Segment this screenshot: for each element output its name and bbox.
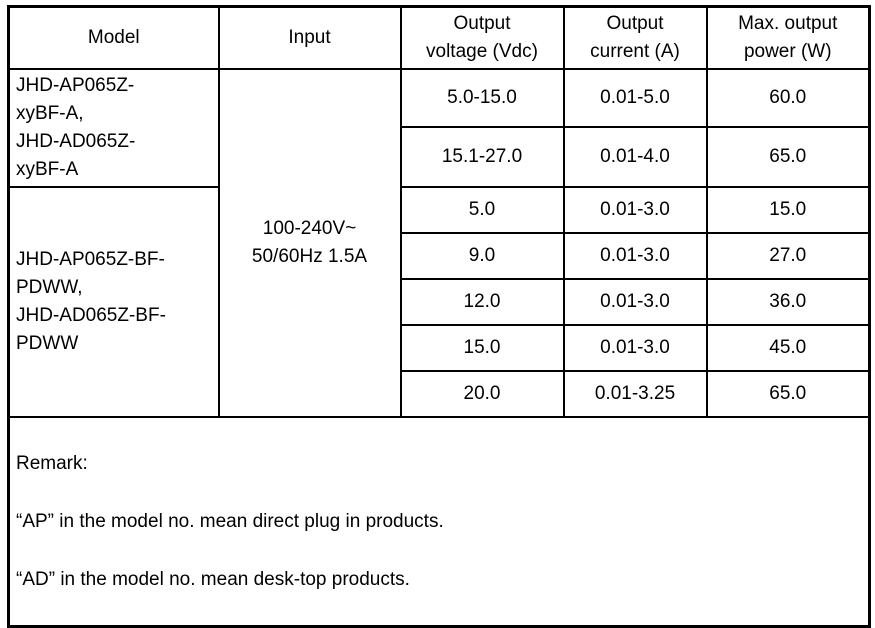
power-cell: 65.0 [705,125,871,189]
remark-title: Remark: [16,453,88,474]
power-spec-table: Model Input Output voltage (Vdc) Output … [7,5,871,628]
model-group-a-cell: JHD-AP065Z- xyBF-A, JHD-AD065Z- xyBF-A [7,68,220,188]
current-cell: 0.01-3.0 [562,278,708,326]
voltage-cell: 20.0 [399,370,565,418]
table-row: 15.0 0.01-3.0 45.0 [9,324,871,372]
voltage-cell: 5.0 [399,186,565,234]
power-cell: 36.0 [705,278,871,326]
current-cell: 0.01-4.0 [562,125,708,189]
power-cell: 60.0 [705,68,871,128]
table-row: 9.0 0.01-3.0 27.0 [9,232,871,280]
voltage-cell: 9.0 [399,232,565,280]
table-row: JHD-AP065Z-BF- PDWW, JHD-AD065Z-BF- PDWW… [7,186,871,418]
power-cell: 15.0 [705,186,871,234]
current-cell: 0.01-3.0 [562,324,708,372]
header-row: Model Input Output voltage (Vdc) Output … [7,5,871,70]
remark-line-ap: “AP” in the model no. mean direct plug i… [16,511,444,532]
voltage-cell: 15.1-27.0 [399,125,565,189]
remark-cell: Remark: “AP” in the model no. mean direc… [7,416,871,628]
model-group-b-cell: JHD-AP065Z-BF- PDWW, JHD-AD065Z-BF- PDWW [7,186,220,418]
table-row: JHD-AP065Z- xyBF-A, JHD-AD065Z- xyBF-A 1… [7,68,871,418]
col-header-model: Model [7,5,220,70]
col-header-power: Max. output power (W) [705,5,871,70]
voltage-cell: 15.0 [399,324,565,372]
table-row: 20.0 0.01-3.25 65.0 [9,370,871,418]
table-row: 12.0 0.01-3.0 36.0 [9,278,871,326]
power-cell: 65.0 [705,370,871,418]
remark-row: Remark: “AP” in the model no. mean direc… [7,416,871,628]
col-header-voltage: Output voltage (Vdc) [399,5,565,70]
voltage-cell: 12.0 [399,278,565,326]
table-row: 15.1-27.0 0.01-4.0 65.0 [9,125,871,189]
document-page: Model Input Output voltage (Vdc) Output … [7,5,871,628]
power-cell: 45.0 [705,324,871,372]
current-cell: 0.01-3.0 [562,232,708,280]
remark-line-ad: “AD” in the model no. mean desk-top prod… [16,569,410,590]
power-cell: 27.0 [705,232,871,280]
col-header-input: Input [217,5,402,70]
current-cell: 0.01-3.25 [562,370,708,418]
current-cell: 0.01-3.0 [562,186,708,234]
input-cell: 100-240V~ 50/60Hz 1.5A [217,68,402,418]
voltage-cell: 5.0-15.0 [399,68,565,128]
current-cell: 0.01-5.0 [562,68,708,128]
col-header-current: Output current (A) [562,5,708,70]
